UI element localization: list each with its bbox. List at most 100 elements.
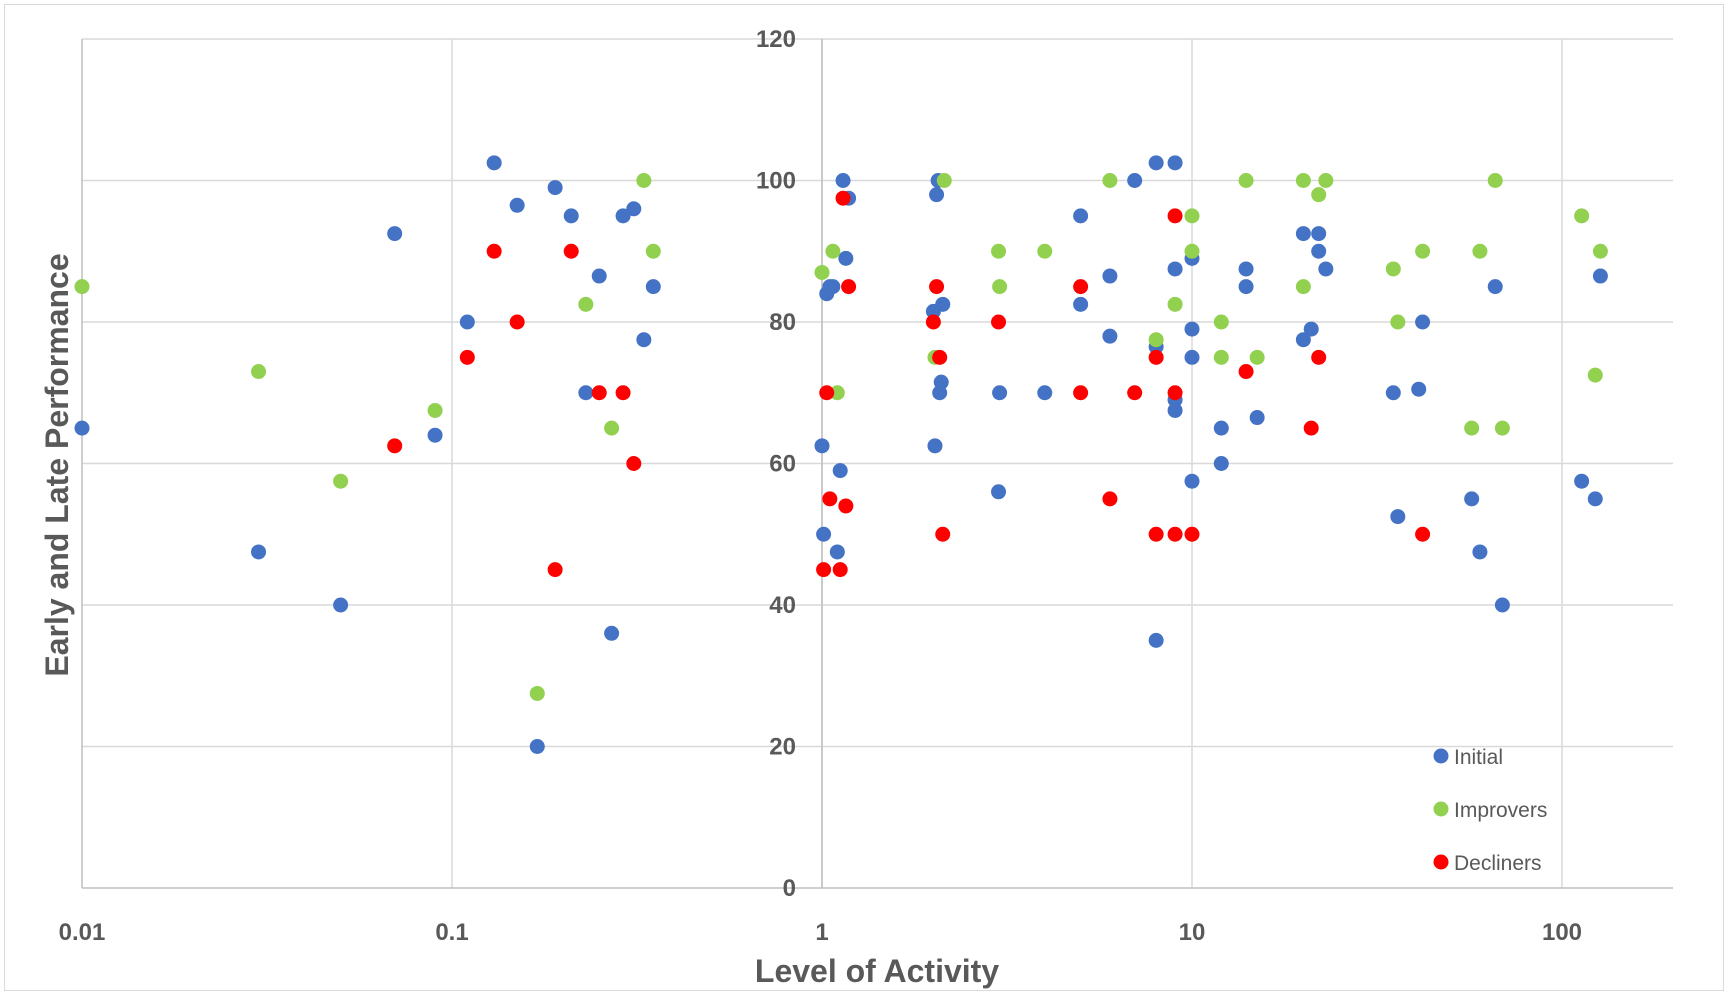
point-decliners [819,385,835,401]
legend: Initial Improvers Decliners [1433,746,1547,875]
point-initial [1167,155,1183,171]
x-tick-label: 1 [815,919,828,946]
point-decliners [932,349,948,365]
point-improvers [1311,187,1327,203]
point-initial [604,625,620,641]
point-initial [816,526,832,542]
point-initial [529,739,545,754]
point-initial [933,374,949,390]
point-improvers [251,364,267,380]
point-initial [486,155,502,171]
point-initial [1037,385,1053,401]
point-improvers [1390,314,1406,330]
legend-label-decliners: Decliners [1454,852,1542,875]
data-points [74,155,1608,754]
point-improvers [333,473,349,489]
point-improvers [991,243,1007,259]
point-initial [1411,381,1427,397]
point-initial [829,544,845,560]
point-decliners [832,562,848,578]
point-decliners [935,526,951,542]
point-decliners [991,314,1007,330]
point-initial [1073,296,1089,312]
point-initial [935,296,951,312]
point-decliners [1073,385,1089,401]
point-decliners [841,279,857,295]
point-decliners [1238,364,1254,380]
point-improvers [1318,173,1334,188]
point-initial [991,484,1007,500]
x-axis-title: Level of Activity [755,953,999,989]
point-improvers [1167,296,1183,312]
point-initial [1303,321,1319,337]
point-initial [251,544,267,560]
point-improvers [1574,208,1590,224]
point-decliners [509,314,525,330]
x-tick-label: 0.01 [59,919,106,946]
point-decliners [1148,349,1164,365]
point-improvers [427,402,443,418]
point-decliners [1167,208,1183,224]
point-decliners [1184,526,1200,542]
point-improvers [1213,314,1229,330]
point-improvers [1494,420,1510,436]
point-decliners [486,243,502,259]
point-initial [333,597,349,613]
point-decliners [591,385,607,401]
point-initial [1249,410,1265,426]
point-initial [615,208,631,224]
point-decliners [816,562,832,578]
point-initial [1167,402,1183,418]
point-initial [1213,456,1229,471]
point-initial [992,385,1008,401]
point-initial [626,201,642,217]
point-initial [563,208,579,224]
point-initial [1148,155,1164,171]
point-initial [1213,420,1229,436]
y-axis-title: Early and Late Performance [39,253,75,676]
point-improvers [814,264,830,280]
point-initial [832,463,848,479]
point-decliners [563,243,579,259]
point-initial [1574,473,1590,489]
point-initial [1587,491,1603,507]
tick-labels: 0 20 40 60 80 100 120 0.01 0.1 1 10 100 [59,26,1582,946]
point-initial [1184,321,1200,337]
point-improvers [604,420,620,436]
point-decliners [822,491,838,507]
point-improvers [992,279,1008,295]
point-improvers [1464,420,1480,436]
point-improvers [1249,349,1265,365]
point-initial [547,180,563,196]
point-initial [1311,243,1327,259]
point-improvers [1148,332,1164,348]
point-decliners [1073,279,1089,295]
point-initial [1494,597,1510,613]
point-decliners [1102,491,1118,507]
point-initial [825,279,841,295]
point-initial [1184,349,1200,365]
point-improvers [1472,243,1488,259]
point-improvers [1037,243,1053,259]
point-initial [1127,173,1143,188]
point-improvers [936,173,952,188]
point-improvers [1184,208,1200,224]
gridlines [82,38,1673,888]
x-tick-label: 0.1 [435,919,468,946]
point-initial [427,427,443,443]
point-improvers [636,173,652,188]
point-initial [578,385,594,401]
point-improvers [1587,367,1603,383]
point-decliners [929,279,945,295]
y-tick-label: 20 [769,734,796,761]
point-decliners [626,456,642,471]
y-tick-label: 0 [783,875,796,902]
point-improvers [1487,173,1503,188]
axes [81,39,1673,889]
point-decliners [459,349,475,365]
point-decliners [387,438,403,454]
legend-marker-initial [1433,748,1449,764]
point-initial [1238,261,1254,277]
point-improvers [829,385,845,401]
point-initial [1390,509,1406,525]
